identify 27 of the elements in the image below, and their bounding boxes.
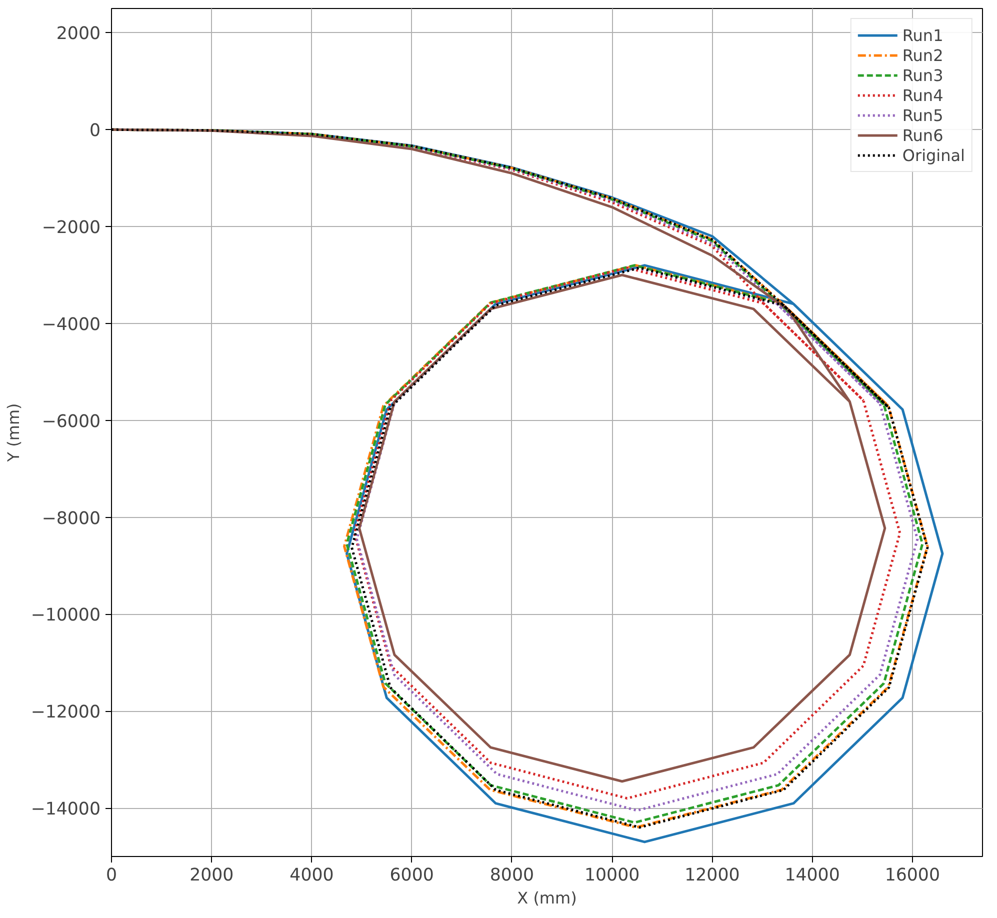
y-tick-label: 0 [89,121,101,142]
legend-label: Run6 [902,126,944,144]
y-tick-label: −8000 [42,508,101,529]
x-tick-label: 10000 [584,866,640,886]
x-tick-label: 12000 [684,866,740,886]
y-tick-label: −4000 [42,314,101,335]
legend-label: Run5 [902,106,944,124]
y-tick-label: −2000 [42,218,101,238]
x-tick-label: 0 [106,866,118,886]
y-tick-label: −6000 [42,412,101,432]
legend-label: Run1 [902,26,944,44]
y-tick-label: 2000 [56,24,101,44]
y-axis-title: Y (mm) [4,403,23,463]
x-tick-label: 4000 [290,866,334,886]
x-tick-label: 6000 [390,866,434,886]
x-tick-label: 14000 [784,866,840,886]
legend-label: Run4 [902,86,944,104]
y-tick-label: −14000 [30,800,101,820]
x-axis-title: X (mm) [517,888,577,908]
legend-label: Run3 [902,66,944,84]
x-tick-label: 8000 [490,866,534,886]
x-tick-label: 16000 [884,866,940,886]
legend-label: Original [902,146,965,164]
legend-label: Run2 [902,46,944,64]
y-tick-label: −10000 [30,606,101,626]
x-tick-label: 2000 [190,866,234,886]
y-tick-label: −12000 [30,702,101,723]
